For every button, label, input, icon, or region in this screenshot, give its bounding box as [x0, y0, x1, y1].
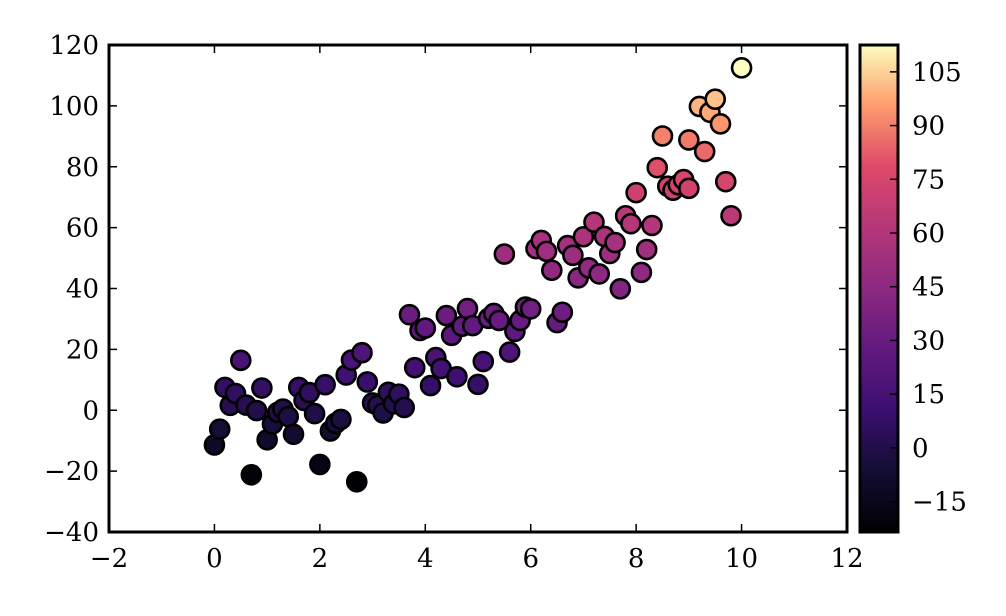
y-tick-label: 100: [49, 92, 99, 122]
scatter-point: [583, 211, 605, 233]
y-tick-label: 120: [49, 31, 99, 61]
y-tick-label: −40: [44, 518, 99, 548]
scatter-point: [414, 317, 437, 339]
scatter-point: [435, 304, 458, 327]
scatter-point: [208, 418, 231, 440]
scatter-point: [309, 453, 331, 476]
scatter-point: [588, 263, 611, 285]
scatter-point: [720, 204, 742, 227]
x-axis: −2 0 2 4 6 8 10 12: [90, 45, 864, 574]
scatter-point: [493, 243, 516, 265]
scatter-point: [472, 350, 495, 373]
x-tick-label: 6: [522, 544, 539, 574]
y-tick-label: −20: [44, 457, 99, 487]
scatter-point: [467, 373, 489, 396]
y-tick-label: 20: [66, 335, 99, 365]
scatter-point: [419, 374, 442, 397]
scatter-point: [730, 57, 753, 79]
scatter-point: [330, 408, 352, 431]
scatter-point: [345, 470, 368, 493]
scatter-point: [604, 231, 626, 254]
scatter-point: [535, 240, 558, 263]
colorbar-ticks: −15 0 15 30 45 60 75 90 105: [890, 58, 967, 518]
x-tick-label: 12: [830, 544, 863, 574]
x-tick-label: 2: [312, 544, 329, 574]
y-tick-label: 40: [66, 275, 99, 305]
plot-frame: [107, 43, 849, 534]
colorbar-tick-label: 30: [912, 326, 945, 356]
scatter-point: [714, 170, 737, 193]
colorbar-tick-label: 15: [912, 380, 945, 410]
scatter-point: [551, 301, 574, 324]
scatter-point: [303, 402, 326, 425]
colorbar-frame: [858, 43, 900, 534]
scatter-point: [245, 399, 268, 422]
x-tick-label: 8: [628, 544, 645, 574]
scatter-point: [635, 238, 658, 261]
x-tick-label: 0: [206, 544, 223, 574]
colorbar: −15 0 15 30 45 60 75 90 105: [858, 43, 967, 534]
colorbar-tick-label: 105: [912, 58, 962, 88]
y-tick-label: 60: [66, 214, 99, 244]
colorbar-gradient: [860, 45, 898, 532]
y-tick-label: 80: [66, 153, 99, 183]
x-tick-label: 4: [417, 544, 434, 574]
scatter-point: [630, 261, 653, 284]
scatter-point: [678, 129, 700, 151]
scatter-point: [446, 365, 468, 388]
points-layer: [203, 57, 753, 493]
colorbar-tick-label: 60: [912, 219, 945, 249]
x-tick-label: 10: [725, 544, 758, 574]
scatter-point: [498, 341, 521, 363]
scatter-point: [488, 309, 510, 332]
scatter-point: [314, 373, 336, 396]
colorbar-tick-label: 90: [912, 112, 945, 142]
scatter-point: [393, 396, 416, 419]
scatter-point: [351, 341, 373, 364]
scatter-point: [282, 423, 305, 446]
colorbar-tick-label: 75: [912, 165, 945, 195]
scatter-point: [646, 156, 669, 179]
colorbar-tick-label: 45: [912, 273, 945, 303]
scatter-point: [403, 356, 426, 379]
y-tick-label: 0: [82, 396, 99, 426]
scatter-point: [240, 463, 263, 486]
scatter-point: [572, 225, 595, 248]
colorbar-tick-label: 0: [912, 434, 929, 464]
scatter-point: [251, 377, 273, 399]
scatter-point: [641, 214, 663, 237]
scatter-point: [562, 244, 584, 267]
scatter-point: [651, 125, 674, 147]
colorbar-tick-label: −15: [912, 488, 967, 518]
scatter-point: [519, 298, 542, 320]
scatter-point: [620, 212, 642, 235]
scatter-point: [540, 259, 563, 282]
scatter-point: [709, 113, 732, 135]
scatter-point: [356, 371, 379, 393]
x-tick-label: −2: [90, 544, 128, 574]
scatter-point: [704, 88, 727, 110]
scatter-point: [229, 349, 252, 372]
scatter-point: [398, 303, 421, 326]
scatter-point: [693, 140, 716, 163]
scatter-point: [277, 405, 300, 428]
scatter-point: [625, 181, 647, 204]
y-axis: −40 −20 0 20 40 60 80 100 120: [44, 31, 847, 548]
scatter-point: [609, 278, 632, 300]
scatter-point: [678, 177, 700, 200]
